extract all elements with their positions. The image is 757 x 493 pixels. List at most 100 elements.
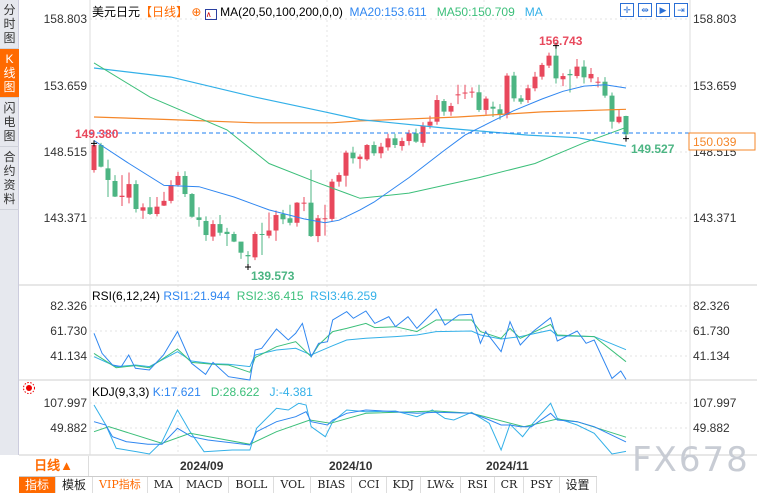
exit-icon[interactable]: ⇥ — [674, 3, 688, 17]
candle-body — [196, 217, 202, 220]
tab-kdj[interactable]: KDJ — [387, 477, 421, 493]
candle-body — [308, 202, 314, 237]
tab-cci[interactable]: CCI — [352, 477, 387, 493]
play-icon[interactable]: ▶ — [656, 3, 670, 17]
candle — [448, 102, 454, 116]
candle-body — [315, 218, 321, 237]
candle-body — [91, 145, 97, 171]
candle-body — [280, 214, 286, 220]
candle — [259, 222, 265, 256]
price-tick-right: 143.371 — [693, 211, 737, 225]
candle — [413, 128, 419, 143]
candle-body — [420, 125, 426, 143]
sun-icon[interactable] — [23, 382, 35, 394]
candle-body — [602, 81, 608, 96]
candle — [238, 241, 244, 259]
rsi1-value: RSI1:21.944 — [163, 289, 231, 303]
candle — [392, 133, 398, 148]
ma200-line — [93, 108, 627, 124]
tab-cr[interactable]: CR — [495, 477, 525, 493]
ma-label[interactable]: MA(20,50,100,200,0,0) — [220, 5, 343, 19]
kdj-label[interactable]: KDJ(9,3,3) — [92, 385, 150, 399]
candle-body — [616, 116, 622, 123]
candle-body — [252, 233, 258, 258]
candle-body — [399, 141, 405, 147]
candle-body — [245, 255, 251, 257]
candle — [560, 73, 566, 87]
candle-body — [217, 224, 223, 233]
candle-body — [609, 95, 615, 122]
candle-body — [182, 175, 188, 195]
side-tab-contract-info[interactable]: 合约资料 — [0, 147, 19, 210]
candle — [98, 142, 104, 168]
chart-title: 美元日元【日线】 ⊕ ∧ MA(20,50,100,200,0,0) MA20:… — [92, 3, 543, 20]
tab-templates[interactable]: 模板 — [56, 477, 94, 493]
ref-price-label: 149.380 — [75, 127, 119, 141]
candle — [602, 77, 608, 98]
candle — [441, 98, 447, 116]
rsi2-line — [93, 319, 627, 373]
side-tab-kline[interactable]: K线图 — [0, 49, 19, 98]
rsi2-value: RSI2:36.415 — [236, 289, 304, 303]
add-icon[interactable]: ⊕ — [188, 5, 205, 19]
tab-ma[interactable]: MA — [148, 477, 180, 493]
rsi-tick-right: 61.730 — [693, 324, 730, 338]
extreme-marker — [553, 42, 559, 49]
ma50-value: MA50:150.709 — [436, 5, 515, 19]
kdj-tick-right: 107.997 — [693, 396, 737, 410]
side-tab-flash[interactable]: 闪电图 — [0, 98, 19, 147]
rsi-tick: 61.730 — [50, 324, 87, 338]
candle — [147, 196, 153, 216]
rsi-label[interactable]: RSI(6,12,24) — [92, 289, 161, 303]
rsi-tick-right: 41.134 — [693, 349, 730, 363]
crosshair-icon[interactable]: ✛ — [620, 3, 634, 17]
candle-body — [140, 207, 146, 211]
tab-indicators[interactable]: 指标 — [19, 477, 57, 493]
candle — [231, 231, 237, 243]
price-tick-right: 158.803 — [693, 12, 737, 26]
candle — [266, 212, 272, 239]
tab-vip-indicators[interactable]: VIP指标 — [93, 477, 148, 493]
candle-body — [322, 218, 328, 220]
candle-body — [343, 152, 349, 176]
rsi-tick-right: 82.326 — [693, 299, 730, 313]
indicator-tab-bar: 指标 模板 VIP指标 MA MACD BOLL VOL BIAS CCI KD… — [19, 476, 597, 493]
candle-body — [441, 101, 447, 112]
candle-body — [574, 66, 580, 77]
timeframe-selector[interactable]: 日线▲ — [19, 456, 89, 476]
kdj-header: KDJ(9,3,3) K:17.621 D:28.622 J:-4.381 — [92, 385, 313, 399]
candle — [329, 178, 335, 222]
period-label[interactable]: 【日线】 — [140, 5, 189, 19]
candle — [217, 215, 223, 236]
side-tab-timeshare[interactable]: 分时图 — [0, 0, 19, 49]
tab-psy[interactable]: PSY — [524, 477, 560, 493]
candle-body — [581, 66, 587, 78]
candle-body — [161, 200, 167, 206]
candle-body — [301, 202, 307, 204]
candle-body — [385, 138, 391, 148]
ma-chart-icon[interactable]: ∧ — [204, 9, 217, 20]
tab-vol[interactable]: VOL — [274, 477, 312, 493]
candle-body — [553, 55, 559, 79]
candle — [511, 71, 517, 102]
tab-bias[interactable]: BIAS — [311, 477, 353, 493]
candle-body — [560, 76, 566, 80]
chart-canvas[interactable]: 149.380 156.743 139.573 149.527 158.803 … — [19, 0, 757, 476]
kdj-tick: 49.882 — [50, 421, 87, 435]
candle — [252, 231, 258, 261]
tab-boll[interactable]: BOLL — [229, 477, 275, 493]
candle-body — [168, 184, 174, 201]
candle — [161, 191, 167, 207]
tab-rsi[interactable]: RSI — [461, 477, 495, 493]
tab-settings[interactable]: 设置 — [560, 477, 597, 493]
candle — [126, 172, 132, 204]
price-tick-right: 153.659 — [693, 79, 737, 93]
zoom-range-icon[interactable]: ⇹ — [638, 3, 652, 17]
candle — [210, 220, 216, 241]
tab-lw[interactable]: LW& — [421, 477, 462, 493]
price-tick: 158.803 — [44, 12, 88, 26]
candle-body — [336, 175, 342, 182]
tab-macd[interactable]: MACD — [180, 477, 230, 493]
candle-body — [189, 194, 195, 217]
candle — [574, 59, 580, 79]
